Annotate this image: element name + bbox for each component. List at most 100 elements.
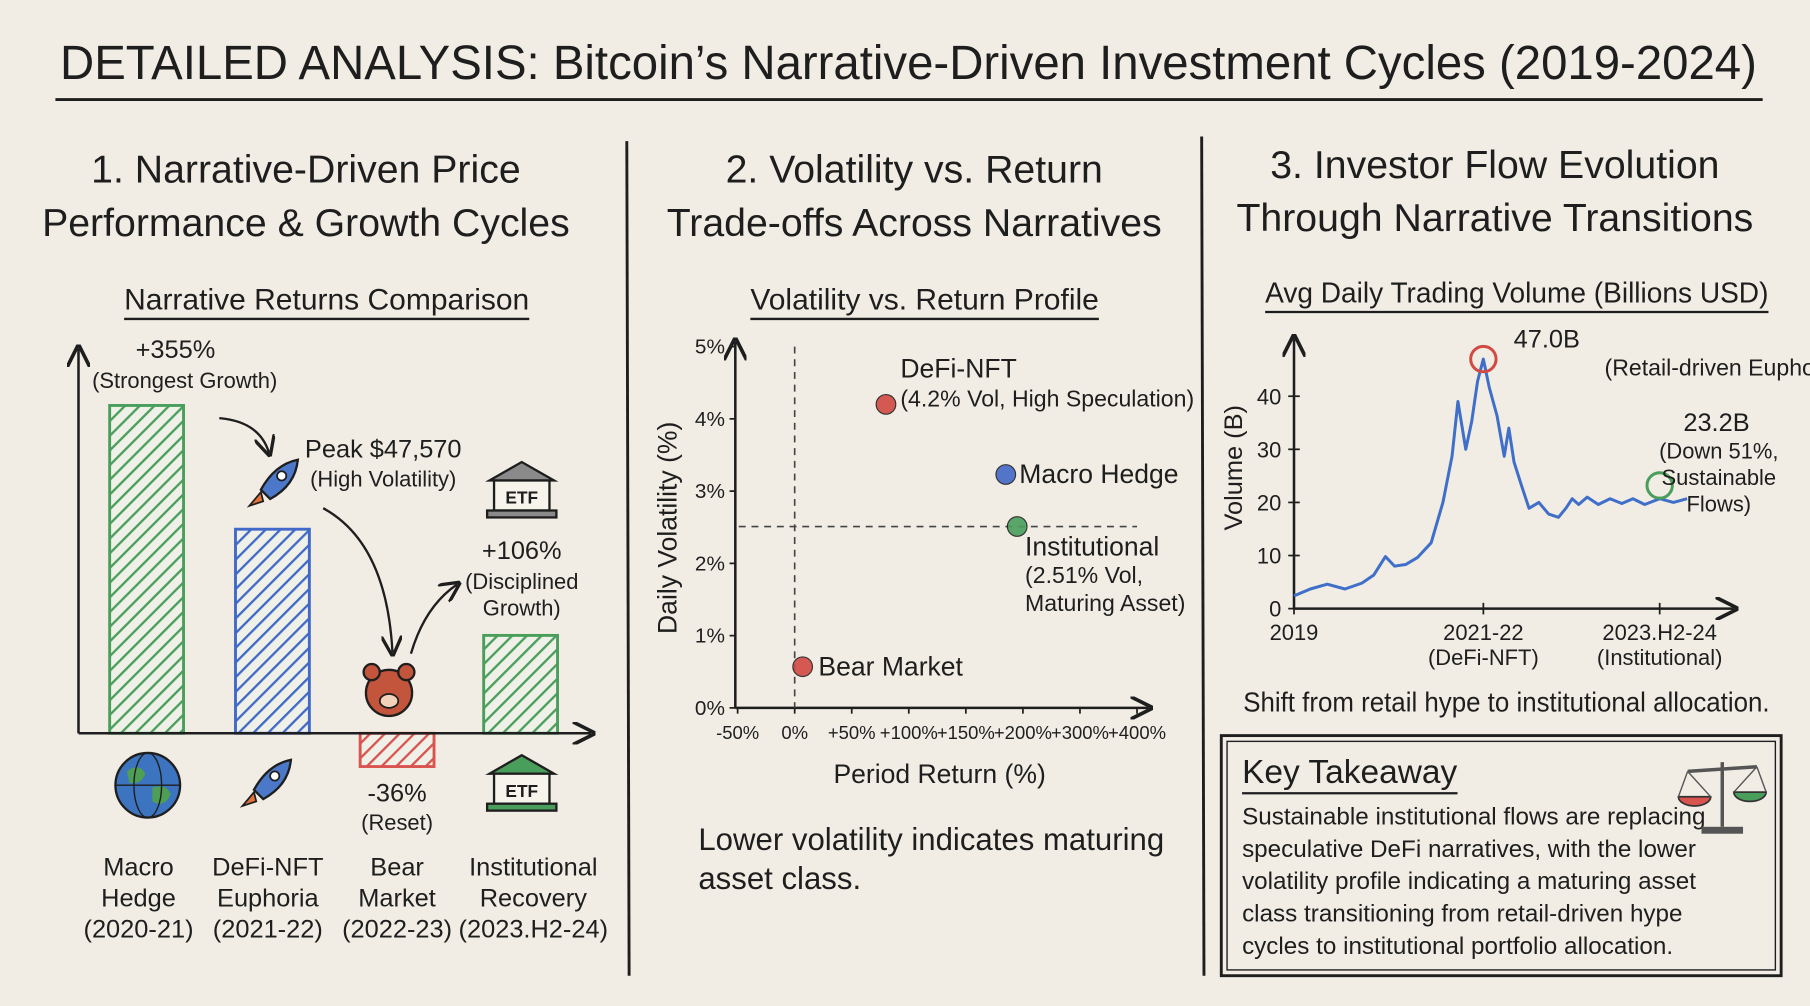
text-line: (2.51% Vol,: [1025, 562, 1143, 588]
text-line: Lower volatility indicates maturing: [698, 822, 1164, 857]
x-axis-label: Period Return (%): [833, 759, 1045, 789]
bar: [358, 731, 436, 768]
text-line: Through Narrative Transitions: [1236, 196, 1753, 240]
bear-ear: [397, 662, 416, 682]
y-tick-label: 5%: [695, 336, 725, 359]
etf-icon: [492, 772, 551, 805]
x-tick-label: +150%: [937, 722, 995, 743]
bear-icon: [364, 668, 414, 718]
point-label: Institutional: [1025, 532, 1159, 562]
caption: Shift from retail hype to institutional …: [1243, 686, 1769, 717]
bar: [482, 633, 559, 735]
divider: [1200, 136, 1206, 976]
x-tick-label: 2023.H2-24 (Institutional): [1597, 620, 1723, 670]
text-line: 3. Investor Flow Evolution: [1270, 143, 1719, 187]
takeaway-box-inner: [1226, 740, 1777, 971]
x-tick-label: +100%: [880, 722, 938, 743]
text-line: speculative DeFi narratives, with the lo…: [1242, 836, 1696, 863]
arrow: [322, 507, 392, 652]
scale-base: [1701, 826, 1744, 834]
point-note: (2.51% Vol, Maturing Asset): [1025, 562, 1185, 616]
annotation: Peak $47,570: [305, 435, 462, 463]
text-line: 2021-22: [1443, 620, 1523, 645]
point-label: DeFi-NFT: [900, 354, 1016, 384]
chart-title: Narrative Returns Comparison: [124, 284, 529, 317]
rocket-window: [276, 470, 288, 482]
value-label: +106%: [482, 537, 562, 565]
rocket-window: [269, 770, 281, 782]
text-line: Recovery: [480, 884, 587, 912]
value-label: -36%: [367, 779, 426, 807]
bear-snout: [378, 693, 400, 709]
point-label: Macro Hedge: [1019, 459, 1178, 489]
x-tick-label: +300%: [1051, 722, 1109, 743]
etf-icon: [485, 509, 558, 519]
scale-pan: [1677, 795, 1712, 807]
text-line: Institutional: [469, 853, 597, 881]
scale-icon: [1677, 766, 1767, 798]
text-line: Flows): [1687, 492, 1752, 517]
annotation-value: 23.2B: [1683, 409, 1749, 437]
etf-icon: [492, 479, 551, 512]
text-line: volatility profile indicating a maturing…: [1242, 868, 1696, 895]
y-tick-label: 3%: [695, 480, 725, 503]
annotation-circle: [1645, 471, 1674, 500]
panel-heading: 2. Volatility vs. Return Trade-offs Acros…: [667, 148, 1162, 245]
takeaway-title: Key Takeaway: [1242, 754, 1457, 791]
text-line: Sustainable institutional flows are repl…: [1242, 803, 1705, 830]
y-tick-label: 30: [1257, 437, 1281, 462]
text-line: Bear: [370, 853, 424, 881]
etf-icon: [485, 802, 558, 812]
text-line: (Down 51%,: [1659, 439, 1778, 464]
text-line: 2. Volatility vs. Return: [726, 148, 1103, 192]
text-line: Trade-offs Across Narratives: [667, 201, 1162, 245]
text-line: Market: [358, 884, 436, 912]
annotation-note: (Retail-driven Euphoria): [1605, 354, 1810, 380]
y-axis-label: Daily Volatility (%): [652, 422, 682, 634]
bar: [108, 404, 185, 735]
x-tick-label: -50%: [716, 722, 759, 743]
takeaway-box: [1219, 734, 1783, 978]
chart-title: Avg Daily Trading Volume (Billions USD): [1265, 278, 1768, 310]
line-series: [1293, 357, 1688, 598]
panel-heading: 1. Narrative-Driven Price Performance & G…: [42, 148, 570, 245]
y-tick-label: 10: [1257, 544, 1281, 569]
category-label: Bear Market (2022-23): [342, 853, 452, 943]
category-label: Macro Hedge (2020-21): [84, 853, 194, 943]
scatter-point: [792, 656, 814, 678]
value-label: +355%: [136, 336, 216, 364]
arrow: [409, 584, 457, 654]
text-line: asset class.: [698, 861, 861, 896]
bear-ear: [362, 662, 381, 682]
annotation-circle: [1469, 344, 1498, 374]
annotation: (Strongest Growth): [92, 368, 277, 393]
y-tick-label: 0%: [695, 697, 725, 720]
divider: [625, 141, 631, 976]
y-tick-label: 1%: [695, 625, 725, 648]
text-line: (DeFi-NFT): [1428, 645, 1539, 670]
caption: Lower volatility indicates maturing asset…: [698, 822, 1164, 896]
category-label: Institutional Recovery (2023.H2-24): [459, 853, 609, 943]
scatter-point: [995, 464, 1017, 485]
text-line: (2022-23): [342, 916, 452, 944]
scale-icon: [1687, 765, 1758, 774]
y-axis-label: Volume (B): [1220, 405, 1248, 531]
bar: [234, 527, 311, 735]
annotation: (High Volatility): [310, 466, 456, 491]
annotation-value: 47.0B: [1514, 326, 1580, 354]
etf-label: ETF: [505, 781, 538, 801]
x-tick-label: +400%: [1108, 722, 1166, 743]
text-line: DeFi-NFT: [212, 853, 323, 881]
panel-heading: 3. Investor Flow Evolution Through Narrat…: [1236, 143, 1753, 240]
text-line: Euphoria: [217, 884, 319, 912]
text-line: Hedge: [101, 884, 176, 912]
text-line: Sustainable: [1662, 465, 1777, 490]
x-tick-label: 2021-22 (DeFi-NFT): [1428, 620, 1539, 670]
text-line: class transitioning from retail-driven h…: [1242, 900, 1682, 927]
text-line: (2020-21): [84, 916, 194, 944]
y-tick-label: 2%: [695, 552, 725, 575]
y-tick-label: 40: [1257, 384, 1281, 409]
chart-title: Volatility vs. Return Profile: [750, 284, 1098, 317]
